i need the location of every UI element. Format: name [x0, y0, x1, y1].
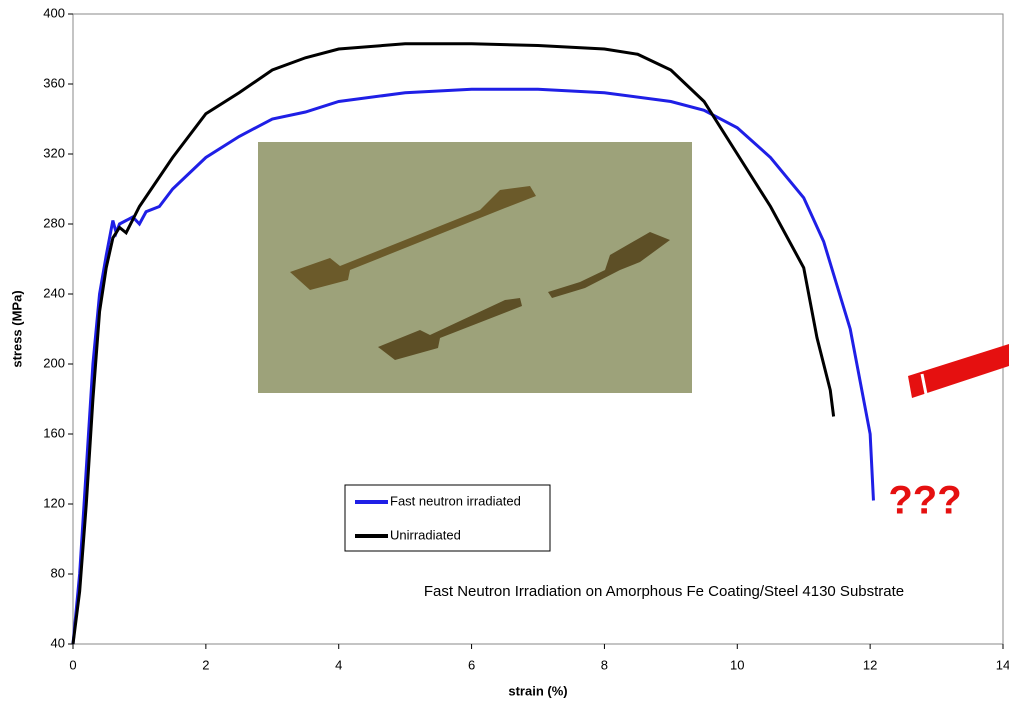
- y-tick-label: 320: [43, 145, 65, 160]
- y-axis-label: stress (MPa): [9, 290, 24, 367]
- legend-label: Fast neutron irradiated: [390, 493, 521, 508]
- y-tick-label: 360: [43, 75, 65, 90]
- x-tick-label: 4: [335, 657, 342, 672]
- legend-box: [344, 484, 551, 552]
- x-tick-label: 14: [996, 657, 1009, 672]
- x-tick-label: 8: [601, 657, 608, 672]
- y-tick-label: 240: [43, 285, 65, 300]
- y-tick-label: 120: [43, 495, 65, 510]
- y-tick-label: 160: [43, 425, 65, 440]
- x-tick-label: 10: [730, 657, 744, 672]
- y-tick-label: 80: [51, 565, 65, 580]
- x-axis-label: strain (%): [508, 683, 567, 698]
- pencil-stripe: [920, 373, 928, 395]
- y-tick-label: 40: [51, 635, 65, 650]
- series-line: [71, 42, 836, 645]
- y-tick-label: 280: [43, 215, 65, 230]
- x-tick-label: 12: [863, 657, 877, 672]
- legend-label: Unirradiated: [390, 527, 461, 542]
- x-tick-label: 0: [69, 657, 76, 672]
- x-tick-label: 2: [202, 657, 209, 672]
- y-tick-label: 200: [43, 355, 65, 370]
- specimen: [378, 298, 522, 360]
- pencil-body: [908, 344, 1009, 398]
- specimen: [548, 232, 670, 298]
- specimen: [290, 186, 536, 290]
- photo: [258, 142, 692, 393]
- series-line: [71, 87, 875, 645]
- pencil: [908, 344, 1009, 398]
- y-tick-label: 400: [43, 5, 65, 20]
- annotation: Fast Neutron Irradiation on Amorphous Fe…: [424, 583, 904, 600]
- x-tick-label: 6: [468, 657, 475, 672]
- annotation-mark: ???: [888, 479, 961, 523]
